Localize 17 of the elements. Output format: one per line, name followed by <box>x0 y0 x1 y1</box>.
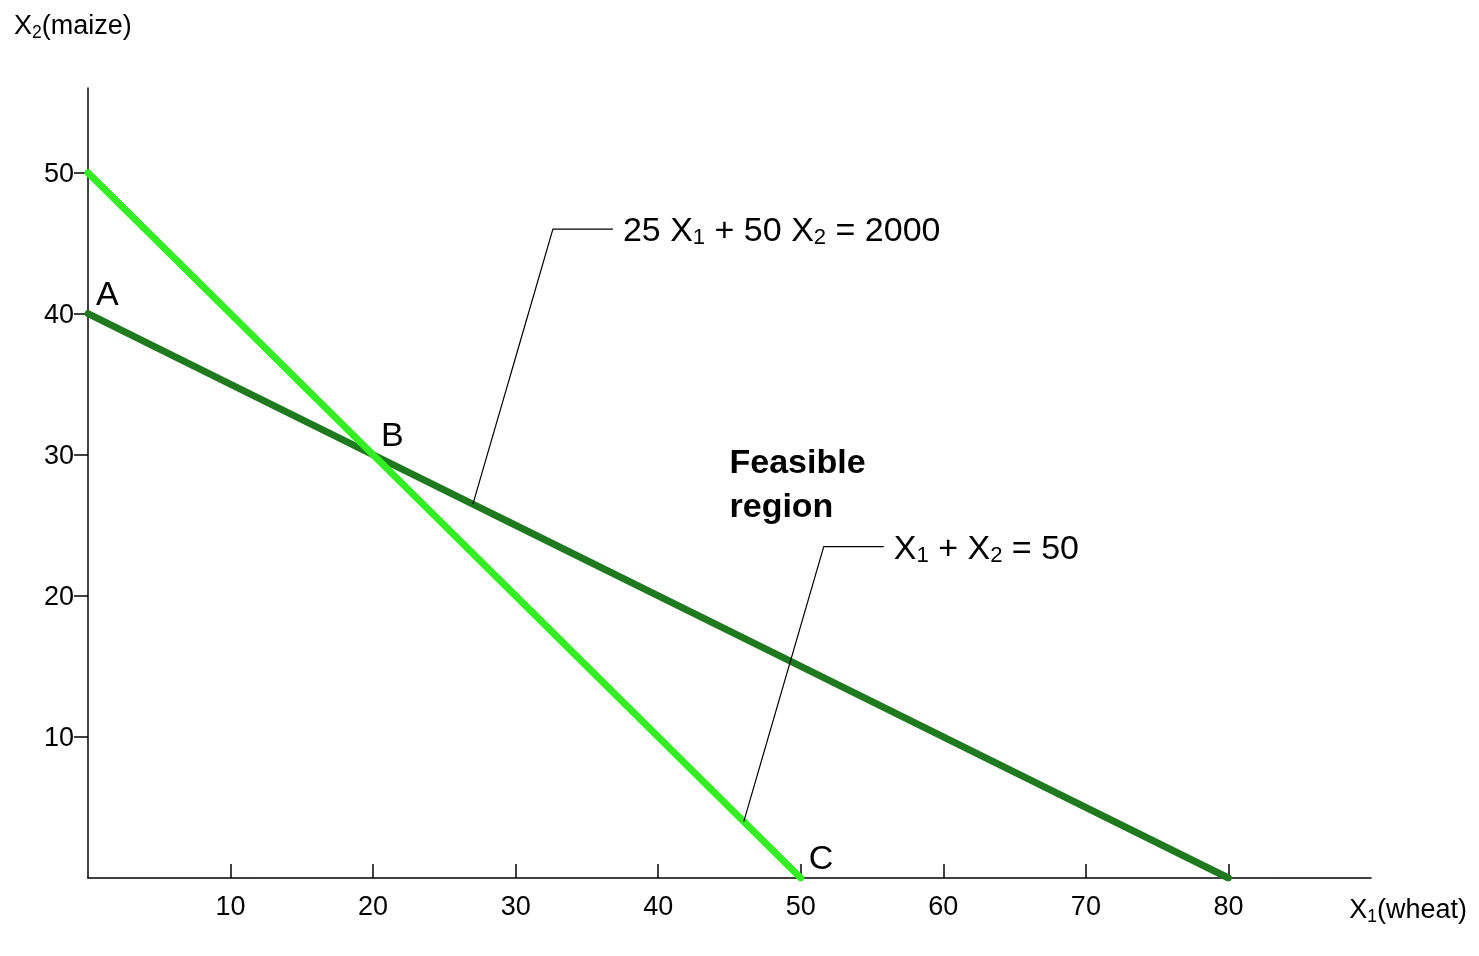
annotation: Feasible region <box>729 441 866 525</box>
y-tick-label: 50 <box>43 157 74 188</box>
x-tick-label: 20 <box>358 890 389 921</box>
y-tick-label: 30 <box>43 439 74 470</box>
y-tick-label: 10 <box>43 721 74 752</box>
y-tick-label: 20 <box>43 580 74 611</box>
annotation: A <box>96 273 119 312</box>
annotation: B <box>381 414 404 453</box>
x-tick-label: 70 <box>1070 890 1101 921</box>
x-tick-label: 30 <box>500 890 531 921</box>
y-tick-label: 40 <box>43 298 74 329</box>
x-tick-label: 10 <box>215 890 246 921</box>
x-tick-label: 80 <box>1213 890 1244 921</box>
x-tick-label: 50 <box>785 890 816 921</box>
x-tick-label: 60 <box>928 890 959 921</box>
x-tick-label: 40 <box>643 890 674 921</box>
annotation: C <box>808 838 834 876</box>
